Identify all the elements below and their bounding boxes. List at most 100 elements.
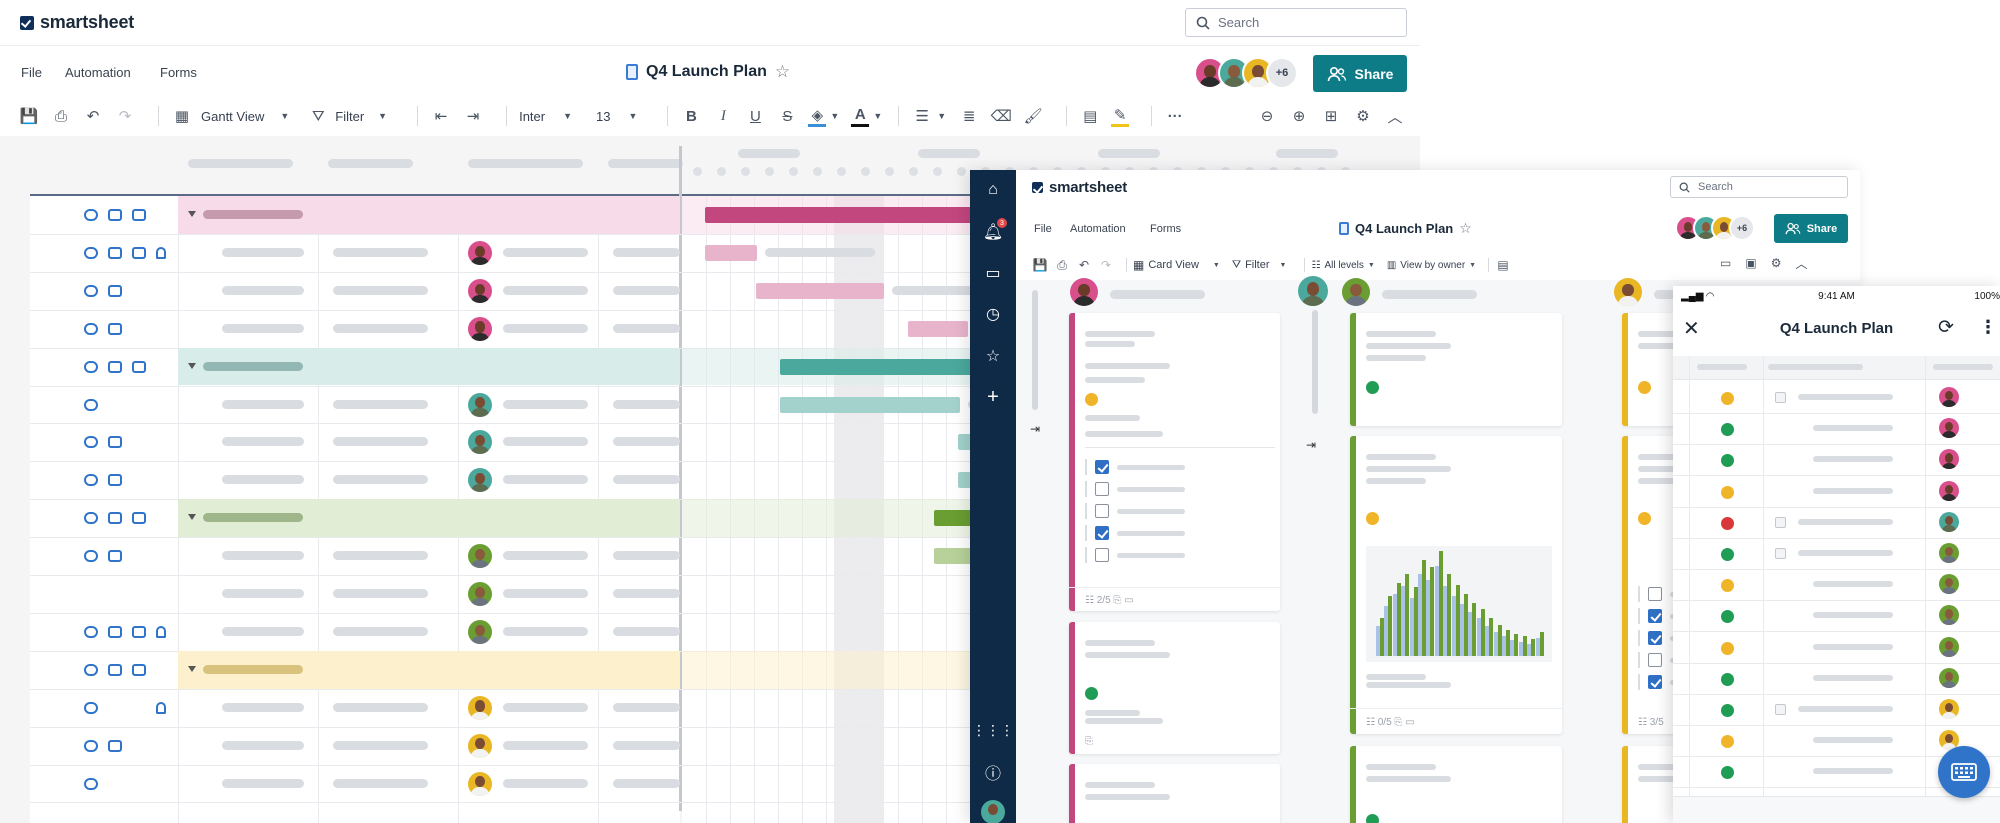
hierarchy-icon[interactable]: ⊞ bbox=[1324, 108, 1338, 125]
expand-caret-icon[interactable] bbox=[188, 665, 196, 672]
lane-scrollbar[interactable] bbox=[1032, 290, 1038, 410]
proof-icon[interactable] bbox=[132, 663, 146, 676]
avatar[interactable] bbox=[1614, 278, 1642, 306]
home-icon[interactable]: ⌂ bbox=[988, 181, 998, 198]
menu-forms[interactable]: Forms bbox=[160, 65, 197, 80]
avatar[interactable] bbox=[468, 468, 492, 493]
avatar[interactable] bbox=[981, 800, 1005, 823]
collaborator-avatars[interactable]: +6 bbox=[1194, 57, 1298, 89]
avatar[interactable] bbox=[468, 240, 492, 265]
avatar[interactable] bbox=[1939, 699, 1959, 719]
menu-file[interactable]: File bbox=[1034, 223, 1052, 235]
owner-selector[interactable]: ▥ View by owner ▼ bbox=[1387, 260, 1476, 271]
avatar[interactable] bbox=[1939, 730, 1959, 751]
avatar[interactable] bbox=[468, 619, 492, 644]
mobile-grid[interactable] bbox=[1673, 356, 2000, 823]
attachment-icon[interactable] bbox=[84, 550, 98, 563]
avatar[interactable] bbox=[1939, 387, 1959, 407]
avatar[interactable] bbox=[1939, 511, 1959, 532]
star-icon[interactable]: ☆ bbox=[1459, 220, 1472, 236]
save-icon[interactable]: 💾 bbox=[1032, 258, 1048, 272]
comment-icon[interactable] bbox=[108, 550, 122, 563]
collapse-icon[interactable]: ︿ bbox=[1387, 108, 1403, 126]
chevron-down-icon[interactable]: ▼ bbox=[830, 111, 840, 121]
text-color-icon[interactable]: A bbox=[851, 105, 870, 127]
avatar[interactable] bbox=[1939, 543, 1959, 563]
card[interactable]: ☷ 2/5 ⎘ ▭ bbox=[1069, 313, 1280, 611]
menu-automation[interactable]: Automation bbox=[1070, 223, 1126, 235]
checklist-checkbox[interactable] bbox=[1095, 482, 1109, 496]
menu-automation[interactable]: Automation bbox=[65, 65, 131, 80]
avatar[interactable] bbox=[468, 771, 492, 796]
wrap-icon[interactable]: ≣ bbox=[962, 108, 976, 125]
expand-caret-icon[interactable] bbox=[188, 211, 196, 217]
column-header[interactable] bbox=[468, 159, 583, 168]
avatar[interactable] bbox=[468, 733, 492, 758]
proof-icon[interactable] bbox=[132, 209, 146, 221]
avatar[interactable] bbox=[1070, 278, 1098, 306]
avatar[interactable] bbox=[468, 544, 492, 569]
avatar[interactable] bbox=[1939, 605, 1959, 626]
indent-icon[interactable]: ⇥ bbox=[466, 108, 480, 125]
search-box[interactable]: Search bbox=[1670, 176, 1848, 198]
expand-lane-icon[interactable]: ⇥ bbox=[1306, 438, 1317, 452]
card[interactable]: ☷ 0/5 ⎘ ▭ bbox=[1350, 436, 1562, 734]
avatar[interactable] bbox=[468, 392, 492, 417]
avatar[interactable] bbox=[468, 695, 492, 720]
proof-icon[interactable] bbox=[132, 246, 146, 259]
mobile-column-header[interactable] bbox=[1697, 364, 1747, 370]
comment-icon[interactable] bbox=[108, 625, 122, 638]
more-collaborators-badge[interactable]: +6 bbox=[1729, 215, 1755, 241]
collapse-icon[interactable]: ︿ bbox=[1795, 256, 1808, 271]
view-selector[interactable]: ▦ Gantt View ▼ bbox=[171, 105, 289, 127]
collapse-toggle-icon[interactable] bbox=[1775, 704, 1786, 715]
gantt-task-bar[interactable] bbox=[908, 320, 968, 337]
refresh-icon[interactable]: ⟳ bbox=[1938, 317, 1954, 338]
comment-icon[interactable] bbox=[108, 739, 122, 752]
strikethrough-icon[interactable]: S bbox=[782, 107, 793, 125]
column-header[interactable] bbox=[328, 159, 413, 168]
bell-icon[interactable]: 🔔︎ bbox=[982, 224, 1004, 241]
save-icon[interactable]: 💾 bbox=[19, 108, 39, 125]
avatar[interactable] bbox=[1298, 276, 1328, 306]
checklist-checkbox[interactable] bbox=[1648, 631, 1662, 645]
card[interactable] bbox=[1350, 746, 1562, 823]
attachment-icon[interactable] bbox=[84, 398, 98, 411]
expand-icon[interactable]: ▣ bbox=[1745, 256, 1757, 270]
menu-forms[interactable]: Forms bbox=[1150, 223, 1182, 235]
gantt-task-bar[interactable] bbox=[934, 548, 974, 565]
avatar[interactable] bbox=[468, 582, 492, 606]
menu-file[interactable]: File bbox=[21, 65, 42, 80]
avatar[interactable] bbox=[468, 278, 492, 303]
comment-icon[interactable] bbox=[108, 360, 122, 373]
mobile-column-header[interactable] bbox=[1768, 364, 1863, 370]
checklist-checkbox[interactable] bbox=[1648, 653, 1662, 667]
more-icon[interactable]: ··· bbox=[1167, 107, 1183, 125]
avatar[interactable] bbox=[1939, 418, 1959, 439]
search-placeholder[interactable]: Search bbox=[1218, 15, 1260, 30]
apps-icon[interactable]: ⋮⋮⋮ bbox=[972, 721, 1014, 738]
print-icon[interactable]: ⎙ bbox=[1057, 257, 1067, 272]
checklist-checkbox[interactable] bbox=[1648, 675, 1662, 689]
comment-icon[interactable] bbox=[108, 663, 122, 676]
search-box[interactable]: Search bbox=[1185, 8, 1407, 37]
checklist-checkbox[interactable] bbox=[1095, 504, 1109, 518]
avatar[interactable] bbox=[1939, 574, 1959, 595]
plus-icon[interactable]: + bbox=[987, 385, 999, 408]
attachment-icon[interactable] bbox=[84, 739, 98, 752]
keyboard-button[interactable] bbox=[1938, 746, 1990, 798]
gantt-task-bar[interactable] bbox=[705, 207, 985, 223]
star-icon[interactable]: ☆ bbox=[774, 62, 791, 81]
attachment-icon[interactable] bbox=[84, 436, 98, 449]
attachment-icon[interactable] bbox=[84, 246, 98, 259]
attachment-icon[interactable] bbox=[84, 625, 98, 638]
close-icon[interactable]: ✕ bbox=[1683, 318, 1700, 340]
mobile-column-header[interactable] bbox=[1933, 364, 1993, 370]
zoom-in-icon[interactable]: ⊕ bbox=[1292, 108, 1306, 125]
attachment-icon[interactable] bbox=[84, 322, 98, 335]
expand-caret-icon[interactable] bbox=[188, 514, 196, 521]
comment-icon[interactable] bbox=[108, 436, 122, 449]
filter-button[interactable]: ⛛ Filter ▼ bbox=[307, 105, 387, 127]
attachment-icon[interactable] bbox=[84, 474, 98, 487]
avatar[interactable] bbox=[1939, 449, 1959, 470]
